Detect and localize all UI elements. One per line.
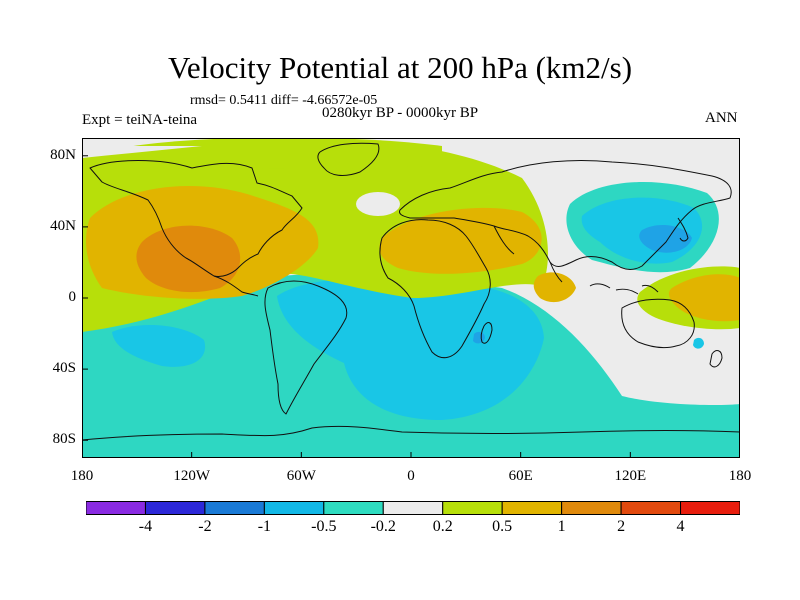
colorbar-cell (620, 501, 682, 515)
colorbar-label: 4 (676, 518, 685, 535)
x-tick-label: 180 (728, 468, 752, 484)
field-neutral-arctic-strip (82, 146, 202, 158)
y-tick-label: 0 (68, 289, 77, 305)
y-tick-label: 80S (52, 431, 76, 448)
colorbar-cell (144, 501, 206, 515)
colorbar-label: 1 (557, 518, 566, 535)
x-tick-label: 180 (70, 468, 94, 484)
x-tick-label: 120E (614, 468, 647, 484)
coast-australia (621, 298, 695, 349)
colorbar-label: -0.2 (370, 518, 396, 535)
stats-line: rmsd= 0.5411 diff= -4.66572e-05 (190, 93, 378, 108)
colorbar-label: 0.2 (432, 518, 453, 535)
x-tick-label: 60E (508, 468, 533, 484)
colorbar-cell (204, 501, 265, 515)
colorbar-cell (501, 501, 563, 515)
colorbar-cell (561, 501, 622, 515)
field-pos-north-arctic (112, 138, 442, 169)
season-label: ANN (705, 110, 738, 126)
coast-antarctica (82, 425, 740, 441)
colorbar-cell (263, 501, 325, 515)
field-neg05-south-atlantic (277, 278, 544, 420)
colorbar-label: -4 (138, 518, 153, 535)
colorbar-label: 2 (617, 518, 626, 535)
coast-new-zealand (709, 350, 723, 368)
x-tick-label: 120W (173, 468, 210, 484)
field-neg1-westpac (639, 224, 692, 253)
field-neg05-south-pacific (112, 325, 206, 367)
map-title: Velocity Potential at 200 hPa (km2/s) (167, 50, 633, 85)
x-tick-label: 60W (286, 468, 316, 484)
colorbar-label: -1 (257, 518, 272, 535)
colorbar-cell (680, 501, 740, 515)
field-pos05-africa (379, 207, 542, 274)
x-tick-label: 0 (407, 468, 415, 484)
colorbar-cell (382, 501, 444, 515)
coast-africa (379, 219, 491, 359)
y-tick-label: 80N (50, 146, 76, 163)
coast-greenland (317, 142, 380, 176)
colorbar-cell (86, 501, 146, 515)
coast-indonesia (589, 283, 659, 295)
experiment-label: Expt = teiNA-teina (82, 112, 198, 128)
colorbar (86, 501, 740, 515)
map-plot (82, 138, 740, 458)
coast-south-america (264, 280, 348, 415)
coast-madagascar (480, 322, 493, 344)
colorbar-label: -0.5 (311, 518, 337, 535)
coast-eurasia (399, 159, 732, 270)
colorbar-cell (323, 501, 384, 515)
coast-japan (677, 217, 689, 242)
coast-central-america (213, 275, 259, 297)
field-pos05-indonesia (533, 272, 576, 303)
period-line: 0280kyr BP - 0000kyr BP (322, 105, 479, 121)
y-tick-label: 40S (52, 360, 76, 377)
colorbar-label: 0.5 (492, 518, 513, 535)
coast-arabia-india (493, 225, 563, 283)
field-neutral-europe (356, 192, 400, 216)
y-tick-label: 40N (50, 217, 76, 234)
colorbar-label: -2 (198, 518, 212, 535)
field-neg-australia-dot (693, 337, 704, 349)
coast-north-america (89, 160, 303, 277)
colorbar-cell (442, 501, 503, 515)
